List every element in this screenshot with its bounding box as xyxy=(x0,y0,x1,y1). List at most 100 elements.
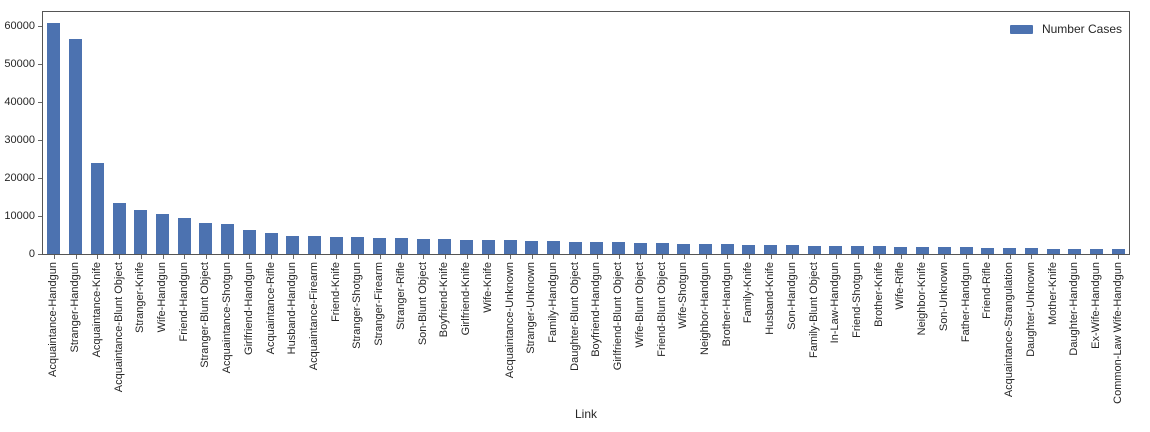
x-tick-label: Acquaintance-Unknown xyxy=(503,262,516,379)
x-tick-mark xyxy=(53,255,55,259)
x-tick-label: Son-Blunt Object xyxy=(416,262,429,346)
y-tick-mark xyxy=(38,139,42,141)
x-tick-mark xyxy=(249,255,251,259)
bar xyxy=(264,232,278,254)
bar xyxy=(90,163,104,254)
x-tick-label: Acquaintance-Handgun xyxy=(47,262,60,377)
bar xyxy=(937,247,951,254)
x-tick-label: Girlfriend-Handgun xyxy=(242,262,255,355)
x-tick-label: Stranger-Handgun xyxy=(69,262,82,353)
x-tick-label: Wife-Knife xyxy=(481,262,494,313)
x-tick-mark xyxy=(423,255,425,259)
x-tick-mark xyxy=(1118,255,1120,259)
bar xyxy=(199,223,213,254)
y-tick-label: 40000 xyxy=(4,95,35,108)
x-axis-title: Link xyxy=(574,407,597,421)
x-tick-mark xyxy=(1031,255,1033,259)
x-tick-mark xyxy=(835,255,837,259)
y-tick-mark xyxy=(38,253,42,255)
x-tick-label: Girlfriend-Blunt Object xyxy=(612,262,625,371)
x-tick-label: Husband-Knife xyxy=(764,262,777,335)
x-tick-label: Son-Handgun xyxy=(785,262,798,330)
x-tick-mark xyxy=(314,255,316,259)
x-tick-label: Friend-Blunt Object xyxy=(655,262,668,357)
bar xyxy=(438,239,452,254)
bar xyxy=(503,240,517,254)
bar xyxy=(416,238,430,254)
plot-area xyxy=(42,11,1130,255)
x-tick-label: Friend-Rifle xyxy=(981,262,994,319)
x-tick-label: Wife-Rifle xyxy=(894,262,907,310)
bar xyxy=(894,246,908,254)
bar xyxy=(720,244,734,254)
x-tick-label: Stranger-Unknown xyxy=(525,262,538,354)
y-tick-mark xyxy=(38,63,42,65)
x-tick-label: Wife-Blunt Object xyxy=(633,262,646,348)
bar xyxy=(959,247,973,254)
bar xyxy=(742,244,756,254)
x-tick-mark xyxy=(792,255,794,259)
legend: Number Cases xyxy=(1009,22,1122,36)
bar xyxy=(329,236,343,254)
y-tick-mark xyxy=(38,215,42,217)
legend-swatch-number-cases xyxy=(1009,24,1033,34)
bar xyxy=(286,235,300,254)
x-tick-mark xyxy=(1009,255,1011,259)
x-tick-mark xyxy=(596,255,598,259)
bar xyxy=(677,243,691,254)
bar xyxy=(612,242,626,254)
x-tick-mark xyxy=(336,255,338,259)
x-tick-mark xyxy=(618,255,620,259)
bar xyxy=(851,246,864,254)
bar xyxy=(1089,249,1103,254)
bar xyxy=(308,236,321,254)
y-tick-mark xyxy=(38,101,42,103)
bar xyxy=(807,245,821,254)
x-tick-label: Stranger-Blunt Object xyxy=(199,262,212,368)
x-tick-mark xyxy=(1053,255,1054,259)
x-tick-mark xyxy=(292,255,294,259)
bar xyxy=(1024,248,1038,254)
x-tick-label: Wife-Shotgun xyxy=(677,262,690,329)
x-tick-mark xyxy=(814,255,816,259)
x-tick-label: Acquaintance-Knife xyxy=(90,262,103,358)
x-tick-mark xyxy=(97,255,99,259)
y-tick-mark xyxy=(38,177,42,179)
x-tick-label: Daughter-Handgun xyxy=(1068,262,1081,356)
x-tick-label: Stranger-Firearm xyxy=(373,262,386,346)
x-tick-mark xyxy=(770,255,772,259)
x-tick-mark xyxy=(987,255,989,259)
x-tick-mark xyxy=(510,255,511,259)
bar xyxy=(1046,248,1060,254)
x-tick-label: Boyfriend-Knife xyxy=(438,262,451,338)
bar xyxy=(872,246,886,254)
x-tick-label: Stranger-Rifle xyxy=(394,262,407,330)
x-tick-label: Brother-Handgun xyxy=(720,262,733,347)
y-tick-label: 30000 xyxy=(4,133,35,146)
x-tick-label: Family-Handgun xyxy=(546,262,559,343)
x-tick-label: Friend-Shotgun xyxy=(851,262,863,338)
bar xyxy=(655,243,669,254)
x-tick-label: Mother-Knife xyxy=(1046,262,1059,325)
x-tick-label: Father-Handgun xyxy=(959,262,972,343)
y-tick-label: 0 xyxy=(28,247,35,260)
bar xyxy=(981,247,995,254)
x-tick-mark xyxy=(271,255,273,259)
y-tick-mark xyxy=(38,25,42,27)
x-tick-mark xyxy=(966,255,968,259)
bar xyxy=(633,242,647,254)
bar xyxy=(916,246,930,254)
x-tick-label: Stranger-Shotgun xyxy=(351,262,364,349)
x-tick-mark xyxy=(357,255,359,259)
bar xyxy=(460,239,473,254)
x-tick-label: Brother-Knife xyxy=(872,262,885,327)
bar xyxy=(699,243,712,254)
x-tick-label: Friend-Knife xyxy=(329,262,342,322)
x-tick-mark xyxy=(879,255,881,259)
x-tick-mark xyxy=(162,255,164,259)
legend-label-number-cases: Number Cases xyxy=(1041,22,1122,36)
x-tick-mark xyxy=(488,255,490,259)
x-tick-mark xyxy=(727,255,729,259)
x-tick-mark xyxy=(705,255,707,259)
x-tick-label: Family-Blunt Object xyxy=(807,262,820,358)
